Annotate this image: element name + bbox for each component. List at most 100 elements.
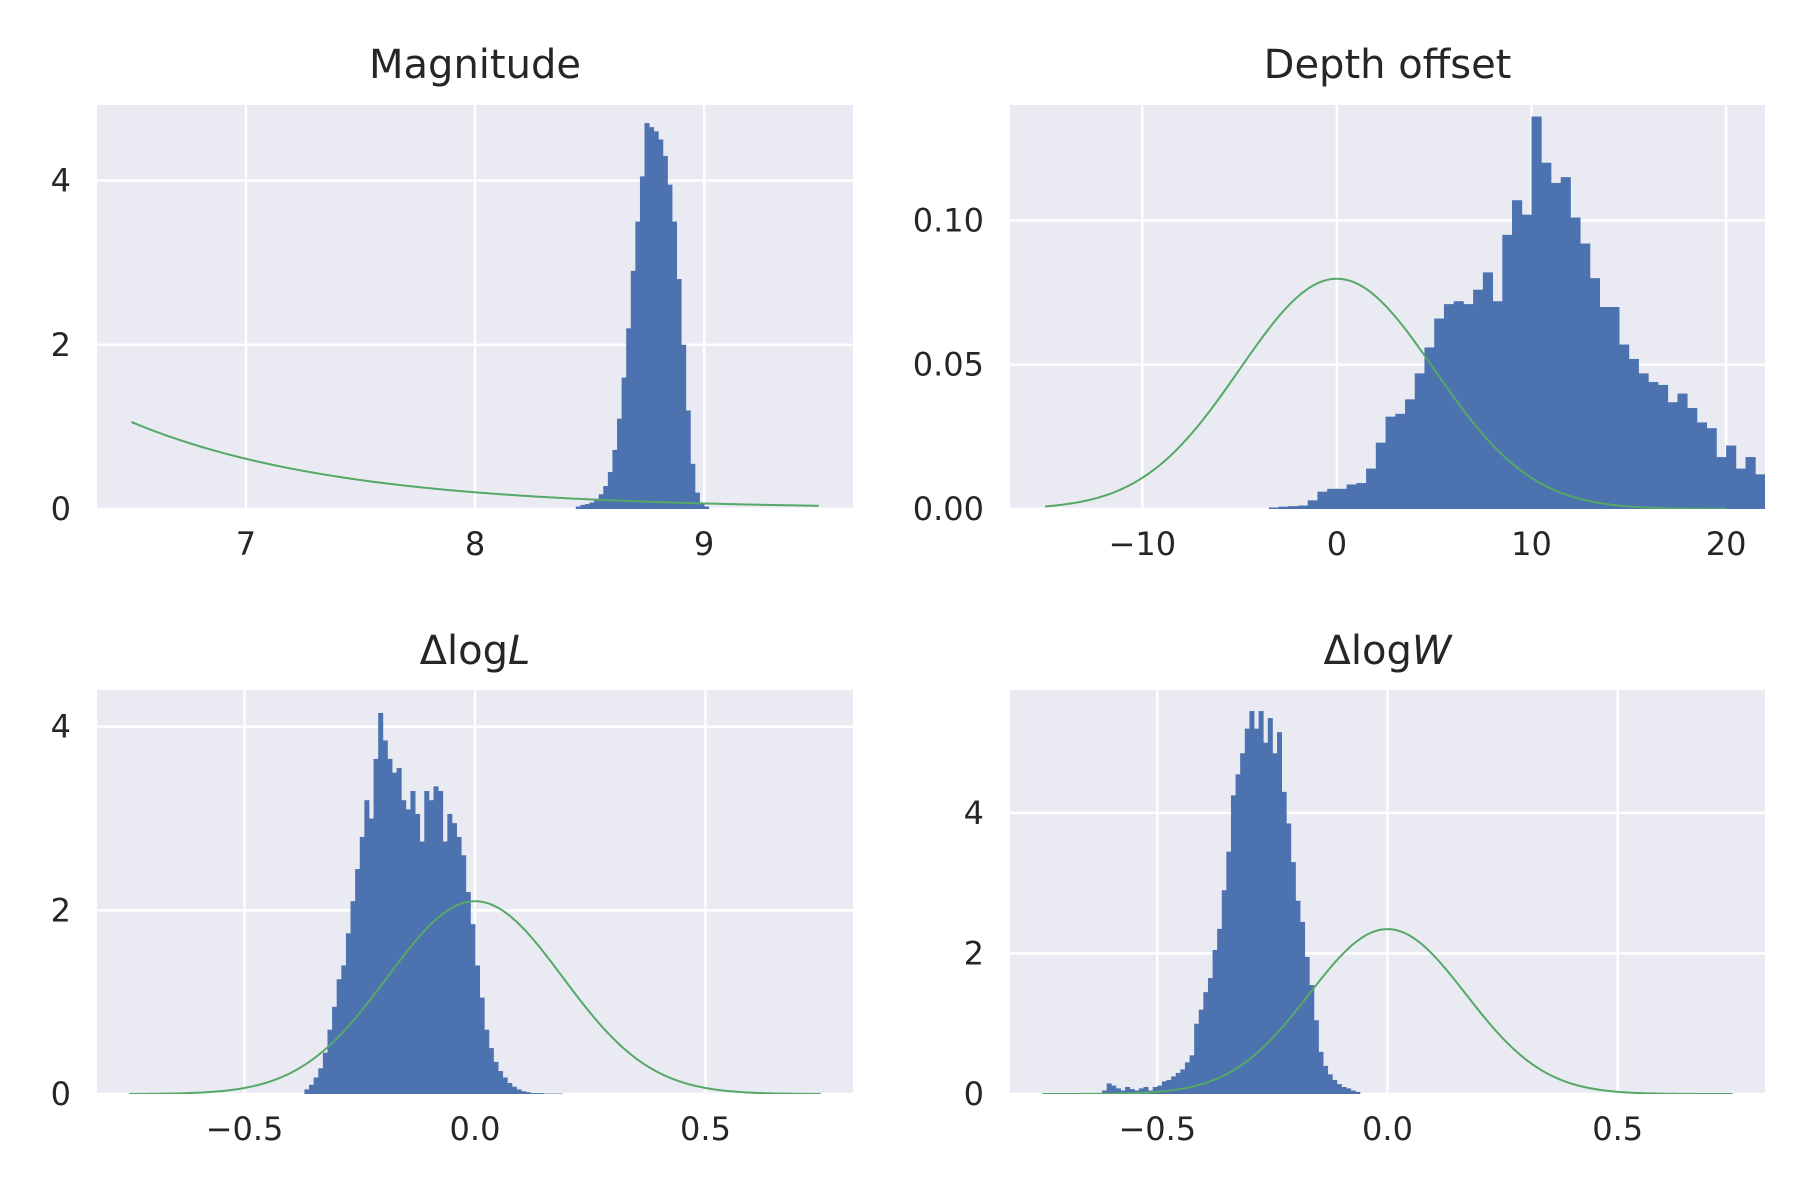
y-tick-label: 2: [51, 326, 71, 364]
histogram-bar: [1125, 1086, 1131, 1094]
histogram-bar: [621, 377, 627, 509]
histogram-bar: [1648, 382, 1659, 509]
histogram-bar: [359, 836, 365, 1094]
histogram-bar: [1755, 474, 1765, 509]
x-tick-label: 7: [236, 525, 256, 563]
histogram-bar: [511, 1086, 517, 1094]
histogram-bar: [617, 418, 623, 509]
histogram-bar: [1657, 384, 1669, 509]
histogram-bar: [1317, 491, 1328, 509]
histogram-bar: [401, 800, 407, 1094]
histogram-bar: [644, 123, 650, 509]
histogram-bar: [1599, 307, 1610, 509]
histogram-bar: [1492, 301, 1503, 509]
histogram-bar: [364, 800, 370, 1094]
histogram-bar: [498, 1071, 504, 1094]
density-curve: [129, 900, 821, 1094]
histogram-bar: [1157, 1085, 1163, 1094]
y-tick-label: 0.05: [913, 346, 984, 384]
histogram-bar: [603, 486, 609, 509]
panel-1: 7 8 9 0 2 4 Magnitude: [51, 42, 853, 563]
histogram-bar: [1304, 956, 1310, 1094]
histogram-bar: [626, 328, 632, 509]
histogram-bar: [1240, 753, 1246, 1094]
histogram-bar: [1120, 1090, 1126, 1094]
histogram-bar: [594, 499, 600, 509]
histogram-bar: [456, 836, 462, 1094]
panel-2: −10 0 10 20 0.00 0.05 0.10 Depth offset: [913, 42, 1800, 563]
histogram-bar: [368, 818, 374, 1094]
histogram-bar: [1405, 399, 1416, 509]
x-tick-label: 10: [1511, 525, 1552, 563]
histogram-bar: [1687, 408, 1698, 509]
histogram-bar: [470, 924, 476, 1094]
histogram-bar: [1443, 304, 1455, 509]
histogram-bar: [479, 997, 485, 1094]
histogram-bar: [415, 813, 421, 1094]
histogram-bar: [1217, 928, 1223, 1094]
histogram-bar: [1244, 728, 1250, 1094]
histogram-bar: [355, 869, 361, 1094]
histogram-bar: [1619, 344, 1630, 509]
histogram-bar: [502, 1077, 508, 1094]
histogram-bar: [1609, 307, 1620, 509]
histogram-bar: [488, 1048, 494, 1094]
histogram-bar: [1152, 1086, 1158, 1094]
histogram-bar: [442, 841, 448, 1094]
histogram-bar: [1336, 1084, 1342, 1094]
histogram-bar: [1277, 732, 1283, 1094]
panel-title: Depth offset: [1264, 42, 1512, 88]
histogram-bar: [653, 131, 659, 509]
histogram-bar: [539, 1093, 545, 1094]
histogram-bar: [405, 809, 411, 1094]
histogram-bar: [1341, 1086, 1347, 1094]
histogram-bar: [373, 758, 379, 1094]
histogram-bar: [1288, 506, 1299, 509]
histogram-bar: [387, 758, 393, 1094]
histogram-bar: [1171, 1076, 1177, 1094]
histogram-bar: [392, 772, 398, 1094]
histogram-bar: [484, 1029, 490, 1094]
x-tick-label: 0.5: [1592, 1110, 1643, 1148]
histogram-bar: [635, 221, 641, 509]
histogram-bar: [1521, 214, 1532, 509]
histogram-bar: [1560, 177, 1571, 509]
histogram-bar: [1307, 500, 1318, 509]
y-tick-label: 0.10: [913, 201, 984, 239]
x-tick-label: 20: [1706, 525, 1747, 563]
panel-title: ΔlogW: [1324, 628, 1453, 674]
density-curve: [1044, 277, 1727, 509]
y-tick-label: 4: [51, 162, 71, 200]
histogram-bar: [662, 155, 668, 509]
density-curve: [1042, 928, 1733, 1094]
histogram-bar: [1327, 488, 1338, 509]
histogram-bar: [1143, 1086, 1149, 1094]
histogram-bar: [345, 933, 351, 1094]
histogram-bar: [451, 823, 457, 1094]
histogram-bar: [649, 127, 655, 509]
histogram-bar: [438, 791, 444, 1094]
histogram-bar: [1482, 272, 1493, 509]
histogram-bar: [1784, 489, 1794, 509]
x-tick-label: 0.5: [680, 1110, 731, 1148]
histogram-bar: [1258, 711, 1264, 1094]
histogram-bar: [1765, 471, 1775, 509]
y-tick-label: 0: [51, 1075, 71, 1113]
histogram-bar: [658, 139, 664, 509]
histogram-bar: [1281, 791, 1287, 1094]
histogram-bar: [1794, 492, 1800, 509]
histogram-bar: [584, 504, 590, 509]
histogram-bar: [396, 768, 402, 1094]
histogram-bar: [694, 492, 700, 509]
histogram-bar: [1297, 505, 1309, 509]
histogram-bar: [428, 800, 434, 1094]
histogram-bar: [309, 1084, 315, 1094]
histogram-bar: [1541, 162, 1552, 509]
histogram-bar: [350, 901, 356, 1094]
histogram-bar: [1395, 413, 1406, 509]
histogram-bar: [1295, 900, 1301, 1094]
y-tick-label: 2: [51, 891, 71, 929]
histogram-bar: [507, 1082, 513, 1094]
histogram-bar: [1336, 488, 1348, 509]
